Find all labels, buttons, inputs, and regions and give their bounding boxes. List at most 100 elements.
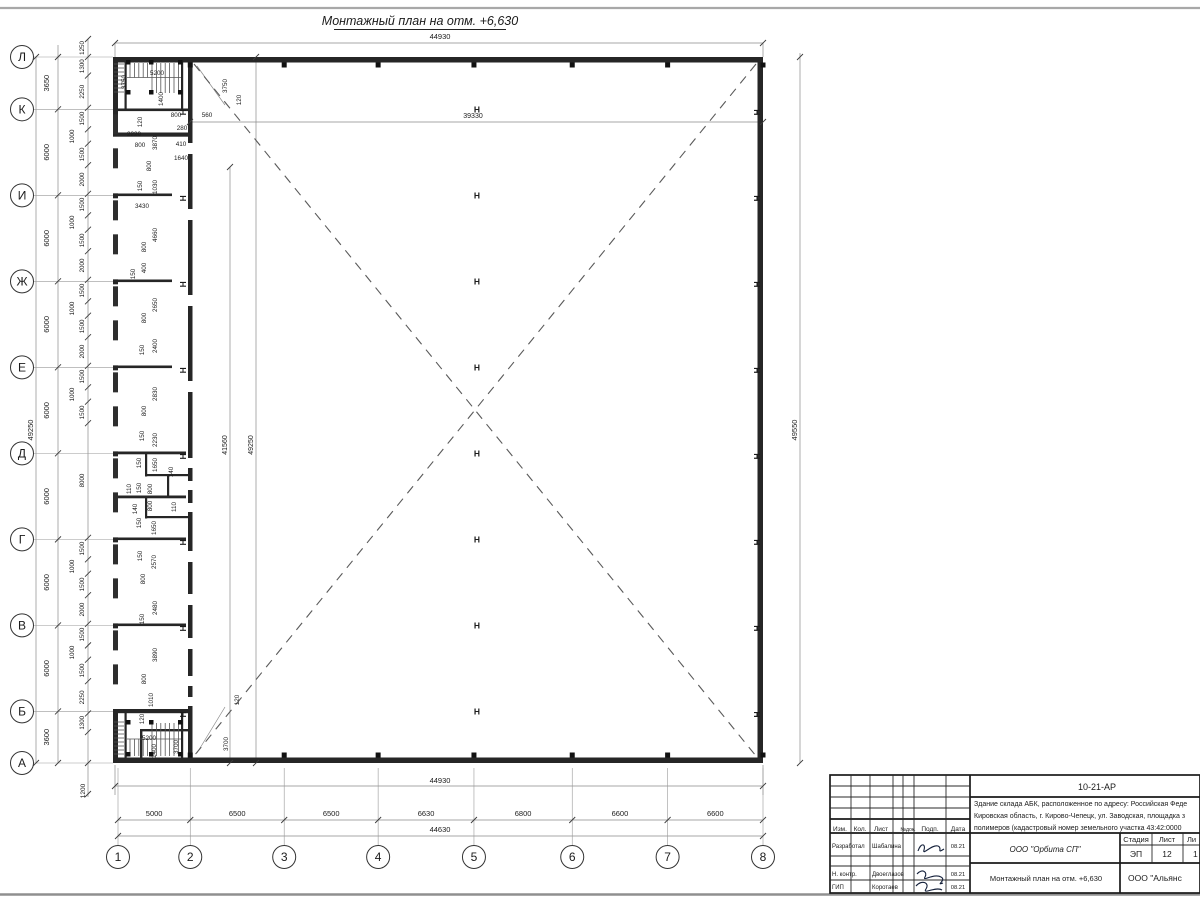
column-mark: Н — [178, 453, 188, 459]
column-mark: Н — [178, 625, 188, 631]
dim-tick — [84, 35, 92, 43]
column-mark: Н — [752, 711, 762, 717]
dim-sub-chain: 1500 — [79, 663, 86, 677]
generated-annotations: Л 3650 К 6000 И 6000 Ж 6000 Е 6000 Д 6000 Г 6000 В 6000… — [10, 35, 804, 869]
dim-label: 150 — [139, 613, 146, 624]
dim-tick — [252, 53, 260, 61]
doc-code: 10-21-АР — [1078, 782, 1116, 792]
dim-sub-chain: 1500 — [79, 405, 86, 419]
dim-label: 560 — [202, 112, 213, 119]
grid-col-label: 1 — [115, 850, 122, 864]
dim-label: 150 — [136, 457, 143, 468]
stair-column-square — [126, 90, 131, 95]
dim-sub-chain: 1000 — [69, 559, 76, 573]
dim-row-spacing: 6000 — [42, 230, 51, 247]
dim-row-spacing: 6000 — [42, 316, 51, 333]
dim-label: 150 — [139, 344, 146, 355]
dimension-lines — [35, 39, 801, 837]
grid-col-label: 7 — [664, 850, 671, 864]
dim-tick — [84, 710, 92, 717]
org-name: ООО "Орбита СП" — [1009, 845, 1081, 854]
dim-tick — [84, 247, 92, 255]
dim-tick — [32, 53, 40, 61]
dim-label: 3700 — [173, 740, 180, 755]
dim-tick — [84, 140, 92, 147]
dim-sub-chain: 2000 — [79, 602, 86, 616]
dim-label: 4660 — [152, 228, 159, 243]
dim-tick — [84, 642, 92, 649]
column-mark: Н — [474, 534, 480, 544]
building-walls — [113, 57, 763, 763]
col-kol: Кол. — [854, 826, 867, 833]
wall-pier — [113, 107, 118, 113]
wall-window-segment — [113, 114, 118, 135]
stair-top — [114, 63, 181, 93]
wall-window-segment — [113, 148, 118, 169]
dim-inner-width: 39330 — [463, 113, 483, 120]
column-mark: Н — [752, 625, 762, 631]
wall-pier — [113, 537, 118, 543]
grid-row-label: А — [18, 756, 26, 770]
column-mark: Н — [752, 453, 762, 459]
dim-label: 120 — [139, 713, 146, 724]
wall-column-square — [665, 62, 671, 68]
col-podp: Подп. — [921, 826, 938, 833]
dim-label: 1640 — [174, 155, 189, 162]
sheet-label: Лист — [1159, 835, 1176, 844]
grid-col-bubble — [751, 845, 775, 869]
stair-column-square — [178, 60, 183, 65]
dim-tick — [759, 816, 767, 824]
dim-label: 280 — [177, 125, 188, 132]
dim-sub-chain: 1000 — [69, 645, 76, 659]
dim-tick — [84, 677, 92, 685]
sheet-value: 12 — [1162, 849, 1172, 859]
dim-tick — [54, 53, 62, 61]
dim-tick — [54, 364, 62, 371]
column-mark: Н — [752, 195, 762, 201]
dim-label: 150 — [130, 268, 137, 279]
column-mark: Н — [178, 109, 188, 115]
row2-name: Двоеглазов — [872, 872, 904, 878]
partitions — [113, 57, 193, 760]
dim-tick — [84, 104, 92, 112]
grid-col-label: 5 — [471, 850, 478, 864]
dim-sub-chain: 1500 — [79, 111, 86, 125]
dim-row-spacing: 3650 — [42, 75, 51, 92]
dim-sub-chain: 1000 — [69, 387, 76, 401]
wall-column-square — [375, 62, 381, 68]
dim-tick — [54, 192, 62, 199]
dim-inner-height-2: 49250 — [248, 435, 255, 455]
dim-tick — [54, 536, 62, 543]
dim-label: 110 — [126, 483, 133, 494]
column-mark: Н — [474, 448, 480, 458]
address-line-2: Кировская область, г. Кирово-Чепецк, ул.… — [974, 812, 1185, 820]
dim-sub-chain: 1300 — [79, 59, 86, 73]
dim-label: 2650 — [152, 298, 159, 313]
grid-col-label: 6 — [569, 850, 576, 864]
dim-tick — [54, 759, 62, 767]
wall-pier — [113, 451, 118, 457]
grid-row-bubble — [10, 269, 34, 294]
dim-sub-chain: 2000 — [79, 344, 86, 358]
grid-row-bubble — [10, 527, 34, 552]
dim-label: 800 — [141, 312, 148, 323]
wall-window-segment — [113, 406, 118, 427]
title-block: 10-21-АР Здание склада АБК, расположенно… — [829, 774, 1200, 894]
wall-pier — [113, 279, 118, 285]
dim-sub-chain: 1000 — [69, 215, 76, 229]
dim-col-spacing: 6500 — [229, 809, 246, 818]
stair-column-square — [149, 752, 154, 757]
dim-tick — [84, 534, 92, 542]
dim-label: 1650 — [151, 521, 158, 536]
dim-sub-chain: 1500 — [79, 369, 86, 383]
stair-column-square — [126, 752, 131, 757]
wall-window-segment — [113, 578, 118, 599]
column-mark: Н — [474, 362, 480, 372]
grid-col-bubble — [106, 845, 130, 869]
door-openings — [187, 143, 193, 706]
dim-tick — [759, 118, 767, 126]
column-mark: Н — [178, 281, 188, 287]
dim-label: 800 — [171, 112, 182, 119]
dim-tick — [470, 816, 478, 824]
grid-col-label: 2 — [187, 850, 194, 864]
